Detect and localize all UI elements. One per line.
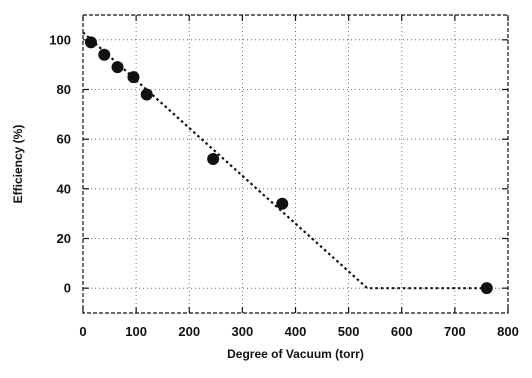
x-tick-label: 500	[338, 324, 360, 339]
data-point	[127, 71, 140, 84]
x-tick-label: 600	[391, 324, 413, 339]
x-axis-label: Degree of Vacuum (torr)	[227, 347, 364, 361]
x-tick-label: 100	[125, 324, 147, 339]
x-tick-label: 800	[497, 324, 519, 339]
data-point	[98, 48, 111, 61]
grid	[83, 15, 508, 313]
y-tick-label: 60	[57, 132, 71, 147]
x-tick-label: 700	[444, 324, 466, 339]
y-tick-label: 40	[57, 181, 71, 196]
trend-line	[82, 31, 487, 290]
data-point	[84, 36, 97, 49]
x-tick-label: 0	[79, 324, 86, 339]
x-tick-label: 300	[232, 324, 254, 339]
data-point	[207, 153, 220, 166]
x-tick-label: 400	[285, 324, 307, 339]
y-tick-label: 0	[64, 281, 71, 296]
series	[82, 31, 493, 295]
y-axis-label: Efficiency (%)	[11, 125, 25, 204]
ticks: 0 100 200 300 400 500 600 700 800 0 20 40 60 80 100	[49, 15, 519, 339]
y-tick-label: 20	[57, 231, 71, 246]
x-tick-label: 200	[178, 324, 200, 339]
data-point	[276, 197, 289, 210]
data-point	[111, 61, 124, 74]
y-tick-label: 80	[57, 82, 71, 97]
y-tick-label: 100	[49, 32, 71, 47]
data-point	[480, 282, 493, 295]
data-point	[140, 88, 153, 101]
